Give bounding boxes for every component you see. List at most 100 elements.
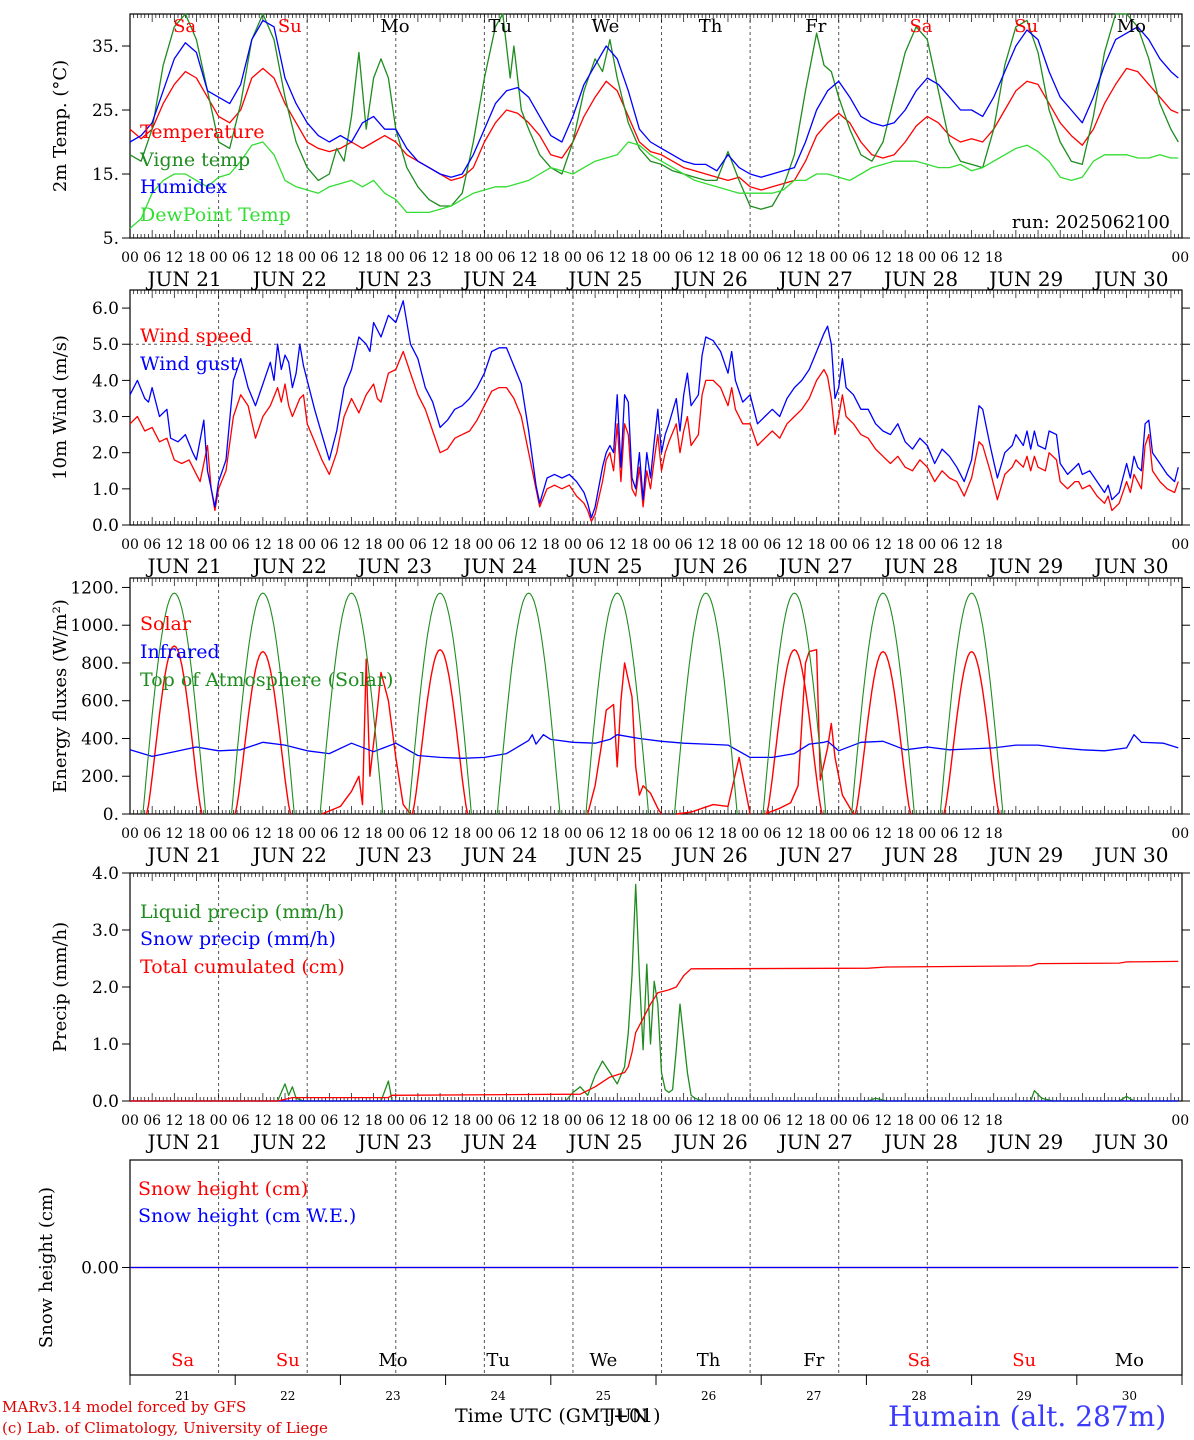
hour-label: 06 — [409, 537, 427, 553]
hour-label: 06 — [586, 250, 604, 266]
legend-entry: Wind gust — [140, 353, 238, 375]
series-top-of-atmosphere-solar — [939, 592, 1004, 815]
hour-label: 12 — [254, 250, 272, 266]
date-label: JUN 28 — [882, 1130, 958, 1154]
date-label: JUN 26 — [672, 267, 748, 291]
hour-label: 00 — [121, 1113, 139, 1129]
hour-label: 00 — [210, 826, 228, 842]
series-solar — [145, 645, 203, 815]
legend-entry: Liquid precip (mm/h) — [140, 901, 344, 923]
hour-label: 12 — [786, 250, 804, 266]
hour-label: 12 — [254, 1113, 272, 1129]
hour-label: 18 — [542, 250, 560, 266]
date-number-label: 26 — [701, 1389, 716, 1403]
hour-label: 18 — [630, 826, 648, 842]
hour-label: 06 — [852, 826, 870, 842]
series-top-of-atmosphere-solar — [851, 592, 915, 815]
hour-label: 06 — [941, 1113, 959, 1129]
weekday-label: Tu — [488, 16, 512, 37]
date-number-label: 28 — [911, 1389, 926, 1403]
hour-label: 00 — [387, 537, 405, 553]
hour-label: 00 — [298, 537, 316, 553]
series-top-of-atmosphere-solar — [319, 592, 384, 815]
hour-label: 00 — [475, 250, 493, 266]
weekday-label: We — [590, 1350, 618, 1371]
hour-label: 18 — [719, 250, 737, 266]
hour-label: 18 — [453, 1113, 471, 1129]
hour-label: 12 — [520, 537, 538, 553]
hour-label: 18 — [896, 537, 914, 553]
date-label: JUN 22 — [251, 843, 327, 867]
hour-label: 12 — [343, 537, 361, 553]
x-axis-label: Time UTC (GMT+01) — [455, 1405, 661, 1427]
hour-label: 06 — [320, 250, 338, 266]
hour-label: 18 — [808, 250, 826, 266]
hour-label: 18 — [630, 250, 648, 266]
series-solar — [321, 658, 412, 815]
date-label: JUN 25 — [566, 1130, 642, 1154]
hour-label: 06 — [675, 826, 693, 842]
y-axis-title: Energy fluxes (W/m²) — [50, 599, 71, 793]
hour-label: 00 — [298, 826, 316, 842]
hour-label: 00 — [210, 250, 228, 266]
y-tick-label: 15. — [92, 165, 119, 185]
y-axis-title: Snow height (cm) — [36, 1187, 57, 1348]
hour-label: 12 — [697, 537, 715, 553]
hour-label: 18 — [630, 1113, 648, 1129]
hour-label: 00 — [1171, 1113, 1189, 1129]
legend-entry: Humidex — [140, 176, 227, 198]
hour-label: 06 — [498, 537, 516, 553]
x-axis-overprint: JUN — [608, 1405, 649, 1427]
hour-label: 18 — [985, 826, 1003, 842]
legend-entry: Snow height (cm W.E.) — [138, 1205, 356, 1227]
weekday-label: Fr — [805, 16, 826, 37]
y-axis-title: 2m Temp. (°C) — [50, 60, 71, 192]
hour-label: 00 — [1171, 250, 1189, 266]
series-solar — [764, 649, 855, 815]
hour-label: 06 — [941, 537, 959, 553]
date-label: JUN 26 — [672, 1130, 748, 1154]
date-label: JUN 22 — [251, 554, 327, 578]
hour-label: 18 — [896, 250, 914, 266]
panel-1-frame — [129, 13, 1183, 239]
hour-label: 18 — [985, 250, 1003, 266]
date-label: JUN 23 — [356, 1130, 432, 1154]
hour-label: 06 — [143, 250, 161, 266]
lab-credit: (c) Lab. of Climatology, University of L… — [2, 1419, 328, 1437]
hour-label: 18 — [542, 537, 560, 553]
date-label: JUN 24 — [461, 843, 537, 867]
series-solar — [854, 650, 912, 815]
y-tick-label: 25. — [92, 101, 119, 121]
hour-label: 06 — [586, 537, 604, 553]
hour-label: 00 — [210, 1113, 228, 1129]
hour-label: 06 — [586, 1113, 604, 1129]
hour-label: 06 — [232, 250, 250, 266]
hour-label: 18 — [719, 537, 737, 553]
hour-label: 12 — [786, 1113, 804, 1129]
date-label: JUN 22 — [251, 1130, 327, 1154]
series-solar — [943, 650, 1000, 815]
hour-label: 00 — [741, 537, 759, 553]
date-label: JUN 27 — [777, 1130, 853, 1154]
hour-label: 00 — [830, 537, 848, 553]
legend-entry: Snow precip (mm/h) — [140, 928, 336, 950]
hour-label: 12 — [963, 537, 981, 553]
series-top-of-atmosphere-solar — [408, 592, 472, 815]
hour-label: 00 — [564, 1113, 582, 1129]
hour-label: 12 — [165, 1113, 183, 1129]
hour-label: 00 — [121, 826, 139, 842]
hour-label: 18 — [808, 826, 826, 842]
hour-label: 12 — [520, 250, 538, 266]
hour-label: 06 — [232, 826, 250, 842]
y-tick-label: 200. — [81, 767, 119, 787]
hour-label: 12 — [786, 537, 804, 553]
date-label: JUN 21 — [146, 267, 222, 291]
series-temperature — [129, 67, 1179, 191]
hour-label: 12 — [343, 250, 361, 266]
hour-label: 18 — [719, 826, 737, 842]
legend-entry: Snow height (cm) — [138, 1178, 308, 1200]
hour-label: 18 — [719, 1113, 737, 1129]
weekday-label: Sa — [909, 16, 932, 37]
hour-label: 00 — [1171, 537, 1189, 553]
hour-label: 18 — [365, 250, 383, 266]
